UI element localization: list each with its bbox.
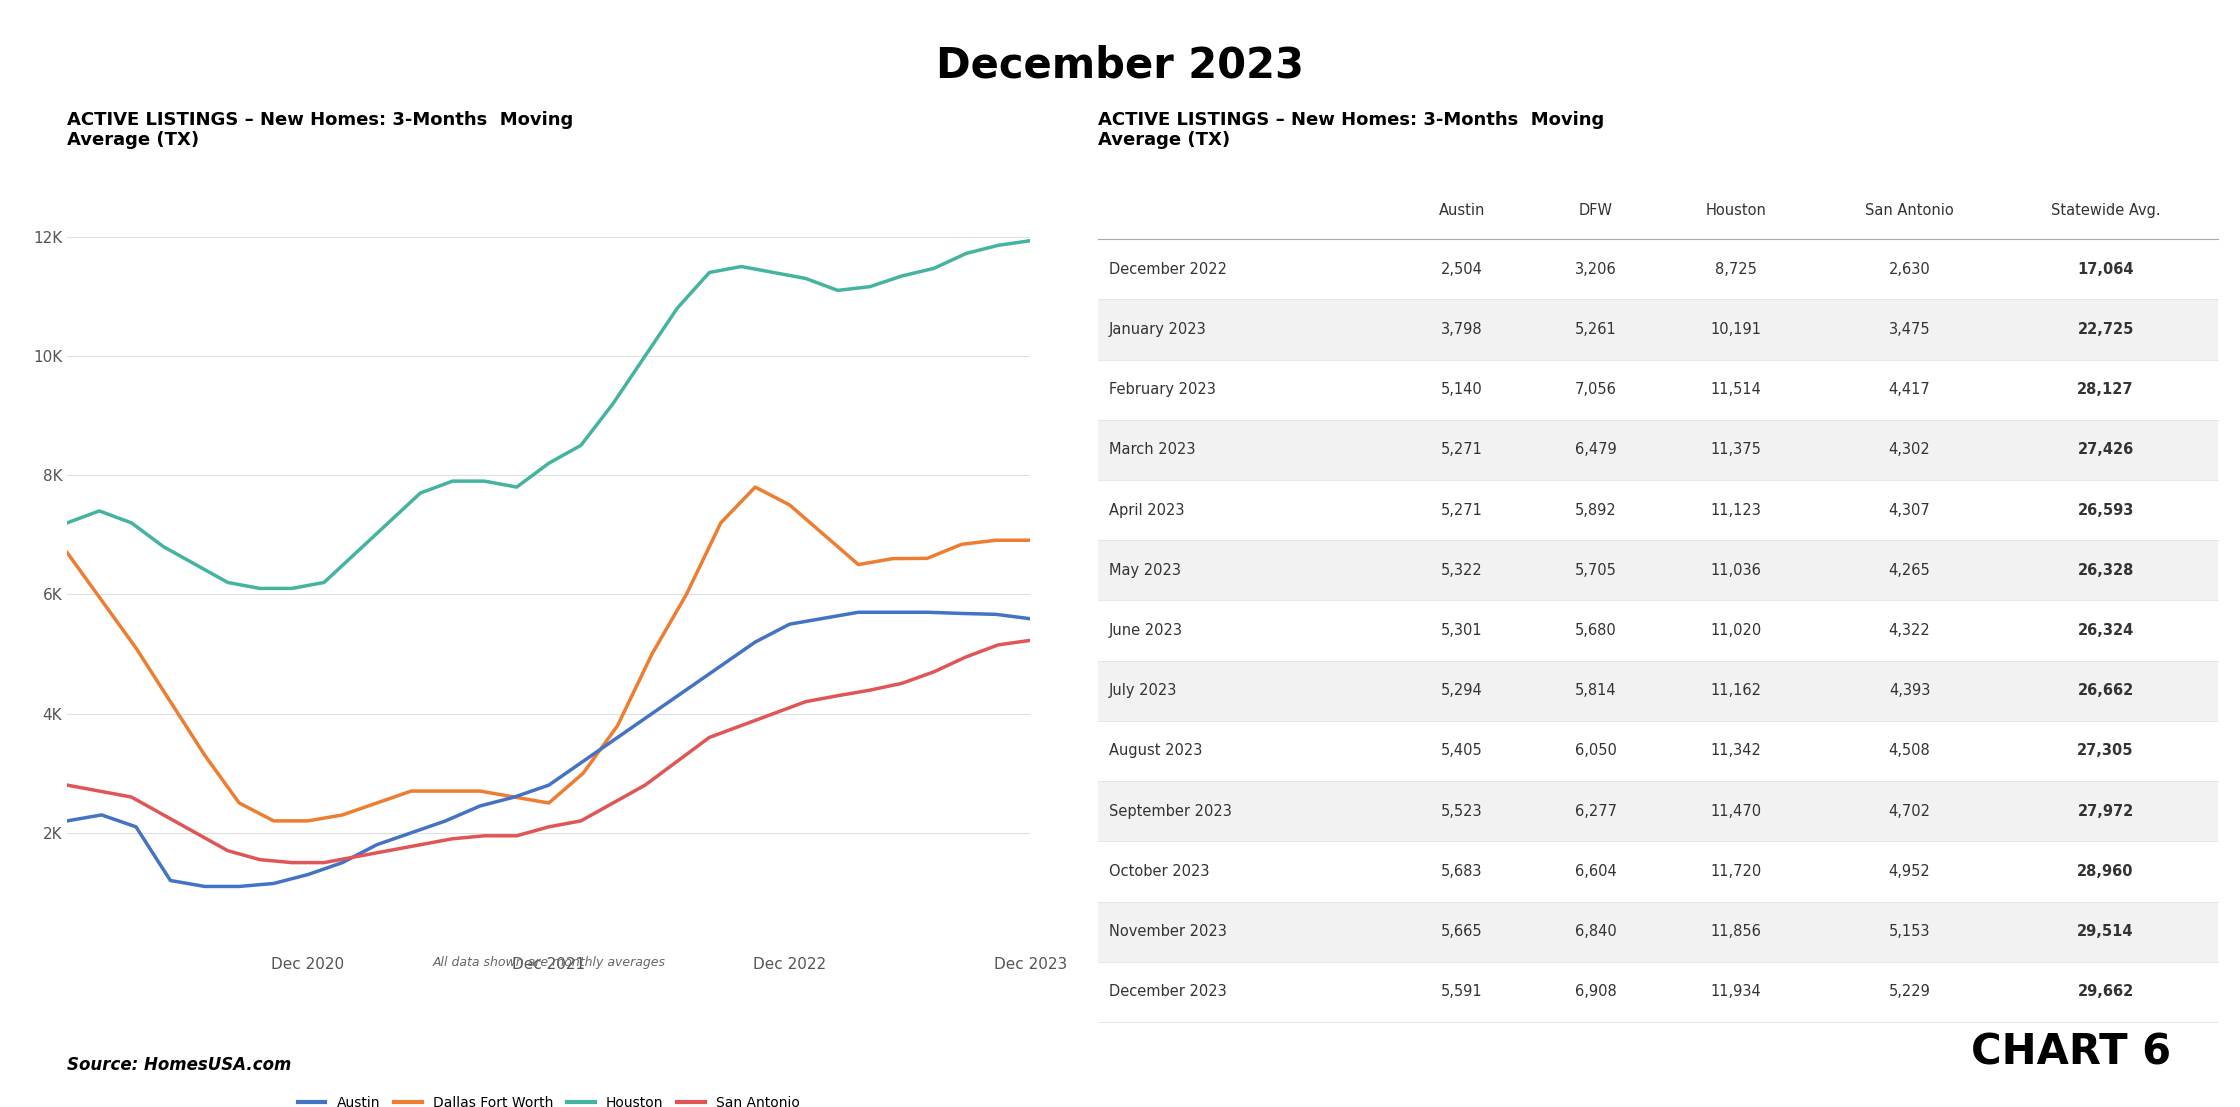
Text: 26,324: 26,324	[2076, 623, 2135, 638]
Text: 5,261: 5,261	[1575, 322, 1617, 337]
Text: DFW: DFW	[1579, 203, 1613, 218]
Text: 22,725: 22,725	[2076, 322, 2135, 337]
Text: 27,426: 27,426	[2076, 443, 2135, 457]
Text: 4,302: 4,302	[1888, 443, 1931, 457]
Text: 5,271: 5,271	[1440, 503, 1483, 518]
Text: 5,683: 5,683	[1440, 863, 1483, 879]
Text: 10,191: 10,191	[1711, 322, 1761, 337]
Text: November 2023: November 2023	[1109, 924, 1228, 939]
Text: 2,630: 2,630	[1888, 261, 1931, 277]
Text: ACTIVE LISTINGS – New Homes: 3-Months  Moving
Average (TX): ACTIVE LISTINGS – New Homes: 3-Months Mo…	[1098, 111, 1604, 149]
Text: 26,328: 26,328	[2076, 562, 2135, 578]
Text: Source: HomesUSA.com: Source: HomesUSA.com	[67, 1056, 291, 1074]
Text: 8,725: 8,725	[1716, 261, 1756, 277]
FancyBboxPatch shape	[1098, 901, 2218, 962]
Text: 5,814: 5,814	[1575, 683, 1617, 699]
Text: 5,405: 5,405	[1440, 744, 1483, 758]
Text: 4,307: 4,307	[1888, 503, 1931, 518]
FancyBboxPatch shape	[1098, 420, 2218, 480]
Text: December 2022: December 2022	[1109, 261, 1228, 277]
Text: 5,271: 5,271	[1440, 443, 1483, 457]
Text: 11,375: 11,375	[1711, 443, 1761, 457]
Text: 6,479: 6,479	[1575, 443, 1617, 457]
Text: 4,702: 4,702	[1888, 804, 1931, 819]
FancyBboxPatch shape	[1098, 661, 2218, 721]
Text: 11,856: 11,856	[1711, 924, 1761, 939]
Text: April 2023: April 2023	[1109, 503, 1185, 518]
Text: 5,229: 5,229	[1888, 984, 1931, 1000]
Text: 11,514: 11,514	[1711, 382, 1761, 397]
Text: 28,127: 28,127	[2076, 382, 2135, 397]
Text: 11,934: 11,934	[1711, 984, 1761, 1000]
Text: 5,665: 5,665	[1440, 924, 1483, 939]
Text: 5,591: 5,591	[1440, 984, 1483, 1000]
Text: 5,153: 5,153	[1888, 924, 1931, 939]
FancyBboxPatch shape	[1098, 299, 2218, 360]
Text: 27,972: 27,972	[2076, 804, 2135, 819]
Text: October 2023: October 2023	[1109, 863, 1210, 879]
Text: 5,892: 5,892	[1575, 503, 1617, 518]
Text: May 2023: May 2023	[1109, 562, 1180, 578]
Text: 6,604: 6,604	[1575, 863, 1617, 879]
Text: July 2023: July 2023	[1109, 683, 1178, 699]
Text: All data shown are monthly averages: All data shown are monthly averages	[432, 955, 665, 969]
Text: 5,322: 5,322	[1440, 562, 1483, 578]
Text: 11,123: 11,123	[1711, 503, 1761, 518]
Text: 4,265: 4,265	[1888, 562, 1931, 578]
Text: February 2023: February 2023	[1109, 382, 1216, 397]
FancyBboxPatch shape	[1098, 782, 2218, 841]
Text: 27,305: 27,305	[2076, 744, 2135, 758]
Text: San Antonio: San Antonio	[1866, 203, 1953, 218]
Text: 3,475: 3,475	[1888, 322, 1931, 337]
Text: June 2023: June 2023	[1109, 623, 1183, 638]
Text: Houston: Houston	[1705, 203, 1767, 218]
Text: 26,593: 26,593	[2076, 503, 2135, 518]
Legend: Austin, Dallas Fort Worth, Houston, San Antonio: Austin, Dallas Fort Worth, Houston, San …	[291, 1090, 806, 1107]
Text: 11,036: 11,036	[1711, 562, 1761, 578]
Text: ACTIVE LISTINGS – New Homes: 3-Months  Moving
Average (TX): ACTIVE LISTINGS – New Homes: 3-Months Mo…	[67, 111, 573, 149]
Text: 26,662: 26,662	[2076, 683, 2135, 699]
Text: 6,908: 6,908	[1575, 984, 1617, 1000]
Text: December 2023: December 2023	[936, 44, 1304, 86]
Text: 28,960: 28,960	[2076, 863, 2135, 879]
Text: CHART 6: CHART 6	[1971, 1032, 2171, 1074]
Text: August 2023: August 2023	[1109, 744, 1203, 758]
Text: 3,206: 3,206	[1575, 261, 1617, 277]
Text: March 2023: March 2023	[1109, 443, 1196, 457]
Text: 29,662: 29,662	[2076, 984, 2135, 1000]
Text: 11,020: 11,020	[1711, 623, 1761, 638]
Text: 5,523: 5,523	[1440, 804, 1483, 819]
FancyBboxPatch shape	[1098, 540, 2218, 600]
Text: 4,393: 4,393	[1888, 683, 1931, 699]
Text: Austin: Austin	[1438, 203, 1485, 218]
Text: 5,705: 5,705	[1575, 562, 1617, 578]
Text: 4,952: 4,952	[1888, 863, 1931, 879]
Text: 11,720: 11,720	[1711, 863, 1761, 879]
Text: 5,294: 5,294	[1440, 683, 1483, 699]
Text: 4,417: 4,417	[1888, 382, 1931, 397]
Text: 2,504: 2,504	[1440, 261, 1483, 277]
Text: 4,508: 4,508	[1888, 744, 1931, 758]
Text: 3,798: 3,798	[1440, 322, 1483, 337]
Text: January 2023: January 2023	[1109, 322, 1207, 337]
Text: 4,322: 4,322	[1888, 623, 1931, 638]
Text: 11,470: 11,470	[1711, 804, 1761, 819]
Text: 5,140: 5,140	[1440, 382, 1483, 397]
Text: 29,514: 29,514	[2076, 924, 2135, 939]
Text: September 2023: September 2023	[1109, 804, 1232, 819]
Text: 17,064: 17,064	[2076, 261, 2135, 277]
Text: 6,840: 6,840	[1575, 924, 1617, 939]
Text: 6,050: 6,050	[1575, 744, 1617, 758]
Text: December 2023: December 2023	[1109, 984, 1228, 1000]
Text: 11,162: 11,162	[1711, 683, 1761, 699]
Text: 11,342: 11,342	[1711, 744, 1761, 758]
Text: 5,680: 5,680	[1575, 623, 1617, 638]
Text: 5,301: 5,301	[1440, 623, 1483, 638]
Text: 6,277: 6,277	[1575, 804, 1617, 819]
Text: 7,056: 7,056	[1575, 382, 1617, 397]
Text: Statewide Avg.: Statewide Avg.	[2052, 203, 2159, 218]
